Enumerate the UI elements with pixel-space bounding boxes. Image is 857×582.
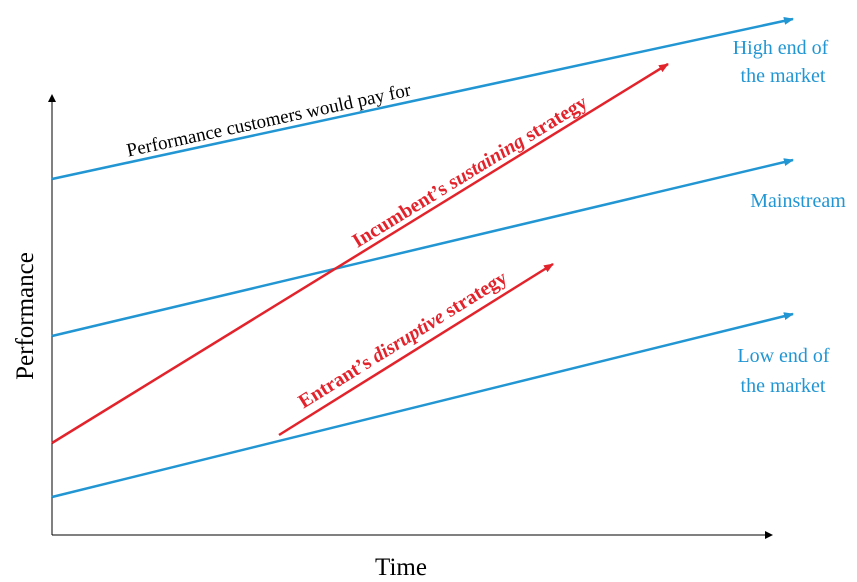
low-end-market-label: Low end of the market [737,345,834,397]
incumbent-strategy-emphasis: sustaining [443,130,528,194]
mainstream-market-line [51,158,794,338]
performance-line-label: Performance customers would pay for [125,80,414,162]
high-end-market-label-line-2: the market [741,65,826,87]
entrant-disruptive-line [278,262,554,437]
incumbent-strategy-prefix: Incumbent’s [348,175,455,252]
low-end-market-label-line-1: Low end of [737,345,830,367]
incumbent-sustaining-line [51,62,669,445]
high-end-market-label: High end of the market [733,37,834,87]
mainstream-market-label-line-1: Mainstream [750,190,846,212]
low-end-market-line [51,312,794,499]
high-end-market-line [51,16,794,181]
x-axis-label: Time [375,554,427,581]
high-end-market-label-line-1: High end of [733,37,829,59]
low-end-market-label-line-2: the market [741,375,826,397]
y-axis-label: Performance [12,252,39,380]
incumbent-strategy-suffix: strategy [517,91,591,148]
incumbent-strategy-label: Incumbent’s sustaining strategy [348,91,591,252]
mainstream-market-label: Mainstream [750,190,846,212]
